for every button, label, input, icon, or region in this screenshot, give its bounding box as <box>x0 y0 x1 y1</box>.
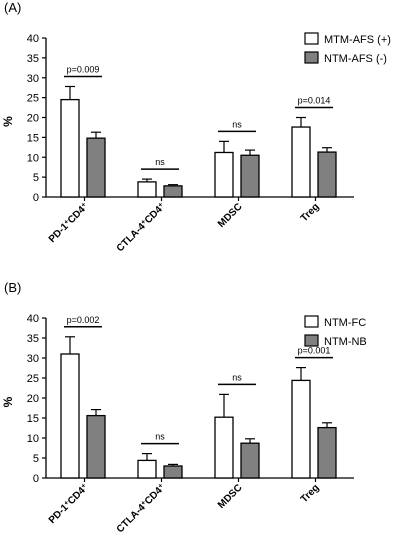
category-label-superscript: + <box>80 482 88 490</box>
y-tick-label: 25 <box>27 373 39 385</box>
y-axis-label: % <box>1 116 15 127</box>
x-category-label: CTLA-4+CD4+ <box>114 201 167 254</box>
bar <box>163 185 183 198</box>
category-label-superscript: + <box>140 499 148 507</box>
legend-swatch <box>304 334 319 347</box>
y-tick-label: 35 <box>27 333 39 345</box>
significance-label: p=0.014 <box>298 96 331 106</box>
legend-label: NTM-NB <box>324 336 367 348</box>
category-label-superscript: + <box>63 218 71 226</box>
bar <box>240 154 260 198</box>
bar <box>214 151 234 198</box>
y-tick-label: 15 <box>27 413 39 425</box>
significance-label: ns <box>155 432 165 442</box>
significance-label: ns <box>232 372 242 382</box>
y-tick-label: 0 <box>33 473 39 485</box>
y-axis-label: % <box>1 396 15 407</box>
bar <box>60 98 80 198</box>
bar <box>291 126 311 198</box>
legend-label: NTM-AFS (-) <box>324 53 387 65</box>
y-tick-label: 10 <box>27 152 39 164</box>
bar <box>240 442 260 479</box>
y-tick-label: 10 <box>27 433 39 445</box>
legend-label: NTM-FC <box>324 317 366 329</box>
bar <box>60 353 80 479</box>
x-category-label: MDSC <box>216 201 245 230</box>
x-category-label: Treg <box>299 482 322 505</box>
bar <box>86 414 106 479</box>
bar <box>86 137 106 198</box>
bar <box>317 151 337 198</box>
y-tick-label: 40 <box>27 313 39 325</box>
bar <box>214 416 234 479</box>
category-label-text: MDSC <box>216 482 245 511</box>
y-tick-label: 20 <box>27 113 39 125</box>
y-tick-label: 25 <box>27 93 39 105</box>
x-category-label: CTLA-4+CD4+ <box>114 482 167 535</box>
bar <box>291 379 311 479</box>
bar <box>317 426 337 479</box>
bar <box>137 459 157 479</box>
category-label-text: CTLA-4 <box>115 221 148 254</box>
legend-label: MTM-AFS (+) <box>324 34 391 46</box>
category-label-superscript: + <box>80 201 88 209</box>
category-label-text: MDSC <box>216 201 245 230</box>
legend-swatch <box>304 32 319 45</box>
category-label-superscript: + <box>157 482 165 490</box>
category-label-text: Treg <box>299 482 322 505</box>
category-label-text: CTLA-4 <box>115 502 148 535</box>
bar <box>137 181 157 198</box>
y-tick-label: 5 <box>33 172 39 184</box>
category-label-text: Treg <box>299 201 322 224</box>
legend-swatch <box>304 315 319 328</box>
category-label-superscript: + <box>157 201 165 209</box>
significance-label: ns <box>232 119 242 129</box>
y-tick-label: 5 <box>33 453 39 465</box>
significance-label: p=0.001 <box>298 346 331 356</box>
y-tick-label: 15 <box>27 132 39 144</box>
category-label-superscript: + <box>140 218 148 226</box>
y-tick-label: 30 <box>27 353 39 365</box>
y-tick-label: 35 <box>27 53 39 65</box>
y-tick-label: 40 <box>27 33 39 45</box>
y-tick-label: 20 <box>27 393 39 405</box>
significance-label: ns <box>155 157 165 167</box>
chart-panel-a: (A)% 0 5 10 15 20 25 30 35 40 p=0.009 PD-1+CD4+ ns CT… <box>1 0 391 254</box>
legend-swatch <box>304 51 319 64</box>
y-tick-label: 30 <box>27 73 39 85</box>
panel-label: (A) <box>4 0 21 15</box>
panel-label: (B) <box>4 280 21 295</box>
x-category-label: PD-1+CD4+ <box>46 482 90 526</box>
chart-panel-b: (B)% 0 5 10 15 20 25 30 35 40 p=0.002 PD-1+CD4+ ns CT… <box>1 280 367 535</box>
significance-label: p=0.009 <box>67 64 100 74</box>
x-category-label: MDSC <box>216 482 245 511</box>
x-category-label: PD-1+CD4+ <box>46 201 90 245</box>
bar <box>163 465 183 479</box>
significance-label: p=0.002 <box>67 315 100 325</box>
x-category-label: Treg <box>299 201 322 224</box>
y-tick-label: 0 <box>33 192 39 204</box>
category-label-superscript: + <box>63 499 71 507</box>
